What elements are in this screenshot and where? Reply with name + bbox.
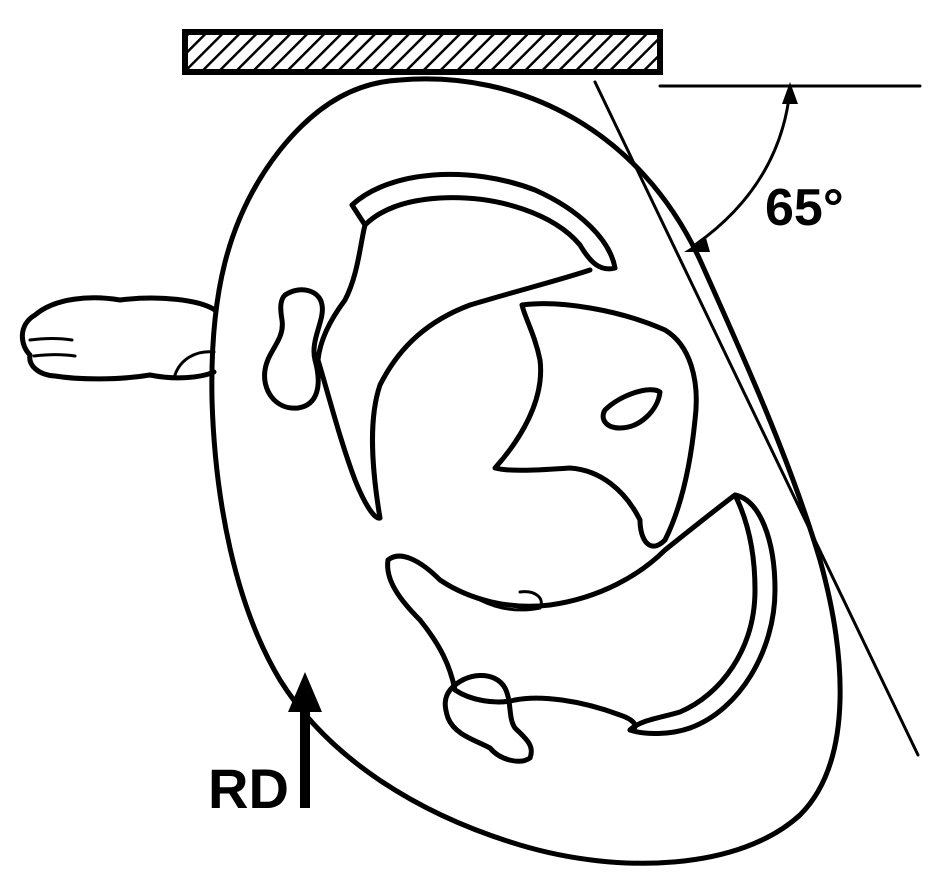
sacrum (492, 301, 699, 549)
foot-toe-line-1 (28, 337, 74, 342)
right-femoral-head (442, 673, 534, 764)
angle-arrowhead-bottom (684, 238, 710, 252)
left-femoral-head (262, 287, 325, 411)
angle-arc (693, 88, 792, 247)
iliac-wing-lower (627, 492, 778, 736)
left-hip-bone (315, 222, 593, 521)
iliac-wing-upper (349, 171, 618, 272)
beam-arrowhead (288, 672, 322, 712)
sacral-foramen (600, 387, 663, 431)
angle-arrowhead-top (782, 82, 798, 104)
foot-toe-line-2 (32, 353, 77, 358)
beam-label: RD (208, 757, 289, 820)
pubic-notch (478, 590, 543, 612)
obturator-region (385, 557, 638, 733)
detector-plate (182, 29, 663, 75)
body-outline (209, 76, 843, 866)
lower-pelvis-bone (385, 492, 738, 609)
foot-outline (19, 295, 218, 382)
foot-heel-line (173, 350, 216, 377)
angle-label: 65° (765, 179, 844, 237)
tangent-line (593, 80, 920, 757)
